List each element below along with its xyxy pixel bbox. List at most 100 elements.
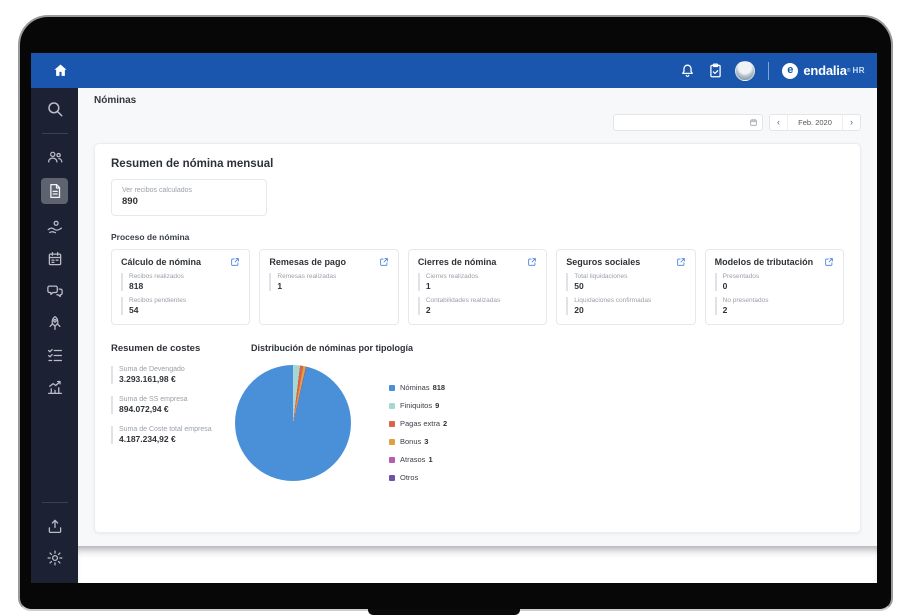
calendar-picker-icon[interactable] [749,118,758,127]
checklist-icon[interactable] [46,346,64,364]
legend-value: 818 [432,383,446,392]
legend-item[interactable]: Pagas extra 2 [389,419,447,428]
calculated-receipts-card[interactable]: Ver recibos calculados 890 [111,179,267,216]
legend-swatch [389,402,395,409]
legend-label: Pagas extra [400,419,441,428]
legend-value: 3 [424,437,429,446]
screen: e endalia ® HR [31,53,877,583]
calculated-receipts-label: Ver recibos calculados [122,187,193,194]
stat-label: No presentados [722,297,769,304]
process-card-title: Cierres de nómina [417,257,497,267]
search-icon[interactable] [46,100,64,118]
upload-icon[interactable] [46,517,64,535]
logo-suffix-text: HR [852,66,865,75]
cost-item: Suma de Coste total empresa 4.187.234,92… [111,426,251,444]
date-filter-input-wrap [613,114,763,131]
logo-brand-text: endalia [803,63,847,78]
process-card-cierres: Cierres de nómina Cierres realizados 1 [407,249,548,325]
cost-label: Suma de SS empresa [119,396,188,403]
chat-icon[interactable] [46,282,64,300]
legend-item[interactable]: Otros [389,473,447,482]
stat-value: 1 [277,281,283,291]
stat-item: Total liquidaciones 50 [566,273,685,291]
stat-label: Cierres realizados [425,273,479,280]
bell-icon[interactable] [679,62,696,79]
external-link-icon[interactable] [676,257,686,267]
external-link-icon[interactable] [824,257,834,267]
legend-swatch [389,384,395,391]
stat-item: Recibos pendientes 54 [121,297,240,315]
sidebar-bottom-divider [41,502,68,503]
endalia-logo-icon: e [782,62,799,79]
legend-item[interactable]: Nóminas 818 [389,383,447,392]
stat-label: Liquidaciones confirmadas [574,297,652,304]
rocket-icon[interactable] [46,314,64,332]
prev-month-button[interactable]: ‹ [777,117,780,127]
user-avatar[interactable] [735,60,756,81]
home-icon[interactable] [52,62,69,79]
device-stand [368,609,520,615]
sidebar-divider [41,133,68,134]
cost-label: Suma de Devengado [119,366,185,373]
process-card-calculo: Cálculo de nómina Recibos realizados 818 [111,249,251,325]
calculated-receipts-value: 890 [122,196,138,207]
logo-registered-mark: ® [846,67,851,74]
cost-value: 4.187.234,92 € [119,434,176,444]
legend-label: Nóminas [400,383,430,392]
stat-value: 2 [425,305,431,315]
top-bar: e endalia ® HR [31,53,877,88]
stat-value: 818 [129,281,144,291]
stat-item: No presentados 2 [714,297,834,315]
stat-label: Recibos pendientes [129,297,187,304]
process-section-heading: Proceso de nómina [111,232,190,242]
sidebar-item-payroll-active[interactable] [41,178,68,204]
stat-item: Liquidaciones confirmadas 20 [566,297,685,315]
stat-value: 20 [574,305,584,315]
external-link-icon[interactable] [230,257,240,267]
hand-payment-icon[interactable] [46,218,64,236]
cost-value: 3.293.161,98 € [119,374,176,384]
legend-swatch [389,474,395,481]
current-month-label[interactable]: Feb. 2020 [787,115,843,130]
monthly-summary-heading: Resumen de nómina mensual [111,158,274,170]
costs-heading: Resumen de costes [111,343,201,354]
sidebar-nav [31,88,78,583]
legend-swatch [389,420,395,427]
device-frame: e endalia ® HR [18,15,893,611]
filter-row: ‹ Feb. 2020 › [613,114,861,131]
month-navigator: ‹ Feb. 2020 › [769,114,861,131]
process-card-modelos: Modelos de tributación Presentados 0 [704,249,845,325]
legend-item[interactable]: Bonus 3 [389,437,447,446]
costs-summary: Resumen de costes Suma de Devengado 3.29… [111,343,251,491]
process-cards-row: Cálculo de nómina Recibos realizados 818 [111,249,845,325]
legend-label: Atrasos [400,455,426,464]
cost-item: Suma de Devengado 3.293.161,98 € [111,366,251,384]
date-filter-input[interactable] [618,116,749,129]
stat-item: Presentados 0 [714,273,834,291]
legend-item[interactable]: Finiquitos 9 [389,401,447,410]
stat-item: Recibos realizados 818 [121,273,240,291]
body-row: Nóminas ‹ Feb. 2020 › [31,88,877,583]
legend-swatch [389,438,395,445]
next-month-button[interactable]: › [850,117,853,127]
calendar-icon[interactable] [46,250,64,268]
stat-label: Presentados [722,273,760,280]
legend-value: 9 [435,401,440,410]
settings-icon[interactable] [46,549,64,567]
legend-value: 2 [443,419,448,428]
process-card-title: Cálculo de nómina [121,257,202,267]
external-link-icon[interactable] [379,257,389,267]
page-title: Nóminas [94,95,137,106]
main-content: Nóminas ‹ Feb. 2020 › [78,88,877,583]
process-card-title: Remesas de pago [269,257,346,267]
analytics-icon[interactable] [46,378,64,396]
legend-item[interactable]: Atrasos 1 [389,455,447,464]
people-icon[interactable] [46,148,64,166]
legend-label: Finiquitos [400,401,433,410]
stat-value: 54 [129,305,139,315]
stat-value: 50 [574,281,584,291]
distribution-body: Nóminas 818 Finiquitos 9 [235,353,844,491]
clipboard-check-icon[interactable] [707,62,724,79]
external-link-icon[interactable] [527,257,537,267]
stat-label: Remesas realizadas [277,273,337,280]
